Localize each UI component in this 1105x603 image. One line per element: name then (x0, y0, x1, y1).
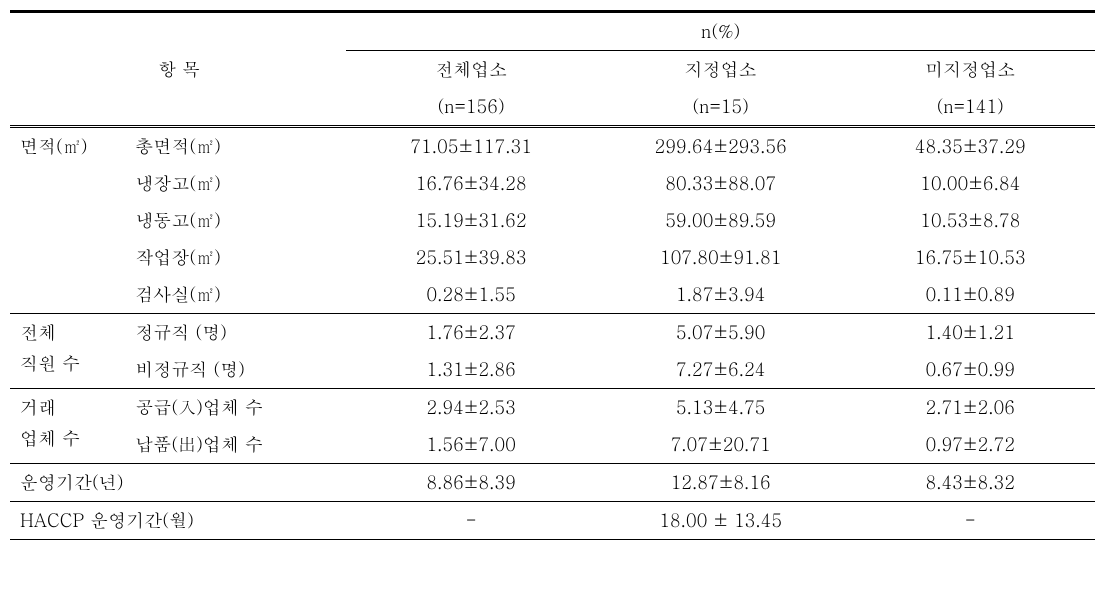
group-label-partner-1: 거래 (10, 389, 129, 427)
cell-all: 16.76±34.28 (346, 165, 596, 202)
cell-all: - (346, 502, 596, 540)
header-npct: n(%) (346, 12, 1095, 51)
group-label-partner-2: 업체 수 (10, 426, 129, 464)
cell-des: 1.87±3.94 (596, 276, 846, 314)
table-row-staff-1: 직원 수 비정규직 (명) 1.31±2.86 7.27±6.24 0.67±0… (10, 351, 1095, 389)
subcat: 총면적(㎡) (129, 127, 346, 166)
subcat: 냉장고(㎡) (129, 165, 346, 202)
table-row-area-3: 작업장(㎡) 25.51±39.83 107.80±91.81 16.75±10… (10, 239, 1095, 276)
header-undes: 미지정업소 (845, 51, 1095, 89)
cell-all: 25.51±39.83 (346, 239, 596, 276)
cell-all: 2.94±2.53 (346, 389, 596, 427)
table-row-partner-1: 업체 수 납품(出)업체 수 1.56±7.00 7.07±20.71 0.97… (10, 426, 1095, 464)
cell-des: 7.27±6.24 (596, 351, 846, 389)
cell-undes: 1.40±1.21 (845, 314, 1095, 352)
cell-des: 5.07±5.90 (596, 314, 846, 352)
cell-des: 107.80±91.81 (596, 239, 846, 276)
subcat-period: 운영기간(년) (10, 464, 346, 502)
subcat: 냉동고(㎡) (129, 202, 346, 239)
subcat-haccp: HACCP 운영기간(월) (10, 502, 346, 540)
table-row-period: 운영기간(년) 8.86±8.39 12.87±8.16 8.43±8.32 (10, 464, 1095, 502)
subcat: 작업장(㎡) (129, 239, 346, 276)
header-undes-n: (n=141) (845, 88, 1095, 127)
group-label-staff-1: 전체 (10, 314, 129, 352)
header-des-n: (n=15) (596, 88, 846, 127)
header-all-n: (n=156) (346, 88, 596, 127)
table-row-haccp: HACCP 운영기간(월) - 18.00 ± 13.45 - (10, 502, 1095, 540)
data-table: 항 목 n(%) 전체업소 지정업소 미지정업소 (n=156) (n=15) … (10, 10, 1095, 540)
cell-undes: 10.53±8.78 (845, 202, 1095, 239)
cell-des: 5.13±4.75 (596, 389, 846, 427)
table-row-area-1: 냉장고(㎡) 16.76±34.28 80.33±88.07 10.00±6.8… (10, 165, 1095, 202)
table-row-partner-0: 거래 공급(入)업체 수 2.94±2.53 5.13±4.75 2.71±2.… (10, 389, 1095, 427)
cell-des: 80.33±88.07 (596, 165, 846, 202)
cell-undes: 0.97±2.72 (845, 426, 1095, 464)
cell-all: 1.76±2.37 (346, 314, 596, 352)
group-label-area: 면적(㎡) (10, 127, 129, 314)
cell-all: 8.86±8.39 (346, 464, 596, 502)
table-row-staff-0: 전체 정규직 (명) 1.76±2.37 5.07±5.90 1.40±1.21 (10, 314, 1095, 352)
subcat: 정규직 (명) (129, 314, 346, 352)
cell-undes: 48.35±37.29 (845, 127, 1095, 166)
cell-des: 7.07±20.71 (596, 426, 846, 464)
header-des: 지정업소 (596, 51, 846, 89)
cell-undes: 16.75±10.53 (845, 239, 1095, 276)
cell-all: 1.31±2.86 (346, 351, 596, 389)
cell-all: 71.05±117.31 (346, 127, 596, 166)
table-row-area-2: 냉동고(㎡) 15.19±31.62 59.00±89.59 10.53±8.7… (10, 202, 1095, 239)
subcat: 납품(出)업체 수 (129, 426, 346, 464)
cell-des: 18.00 ± 13.45 (596, 502, 846, 540)
table-row-area-4: 검사실(㎡) 0.28±1.55 1.87±3.94 0.11±0.89 (10, 276, 1095, 314)
cell-undes: - (845, 502, 1095, 540)
header-all: 전체업소 (346, 51, 596, 89)
subcat: 공급(入)업체 수 (129, 389, 346, 427)
cell-des: 59.00±89.59 (596, 202, 846, 239)
cell-all: 1.56±7.00 (346, 426, 596, 464)
cell-undes: 8.43±8.32 (845, 464, 1095, 502)
subcat: 비정규직 (명) (129, 351, 346, 389)
subcat: 검사실(㎡) (129, 276, 346, 314)
cell-undes: 10.00±6.84 (845, 165, 1095, 202)
group-label-staff-2: 직원 수 (10, 351, 129, 389)
cell-all: 15.19±31.62 (346, 202, 596, 239)
cell-des: 12.87±8.16 (596, 464, 846, 502)
table-header-row1: 항 목 n(%) (10, 12, 1095, 51)
cell-all: 0.28±1.55 (346, 276, 596, 314)
table-row-area-0: 면적(㎡) 총면적(㎡) 71.05±117.31 299.64±293.56 … (10, 127, 1095, 166)
cell-des: 299.64±293.56 (596, 127, 846, 166)
cell-undes: 0.11±0.89 (845, 276, 1095, 314)
cell-undes: 0.67±0.99 (845, 351, 1095, 389)
header-item-label: 항 목 (10, 12, 346, 127)
cell-undes: 2.71±2.06 (845, 389, 1095, 427)
